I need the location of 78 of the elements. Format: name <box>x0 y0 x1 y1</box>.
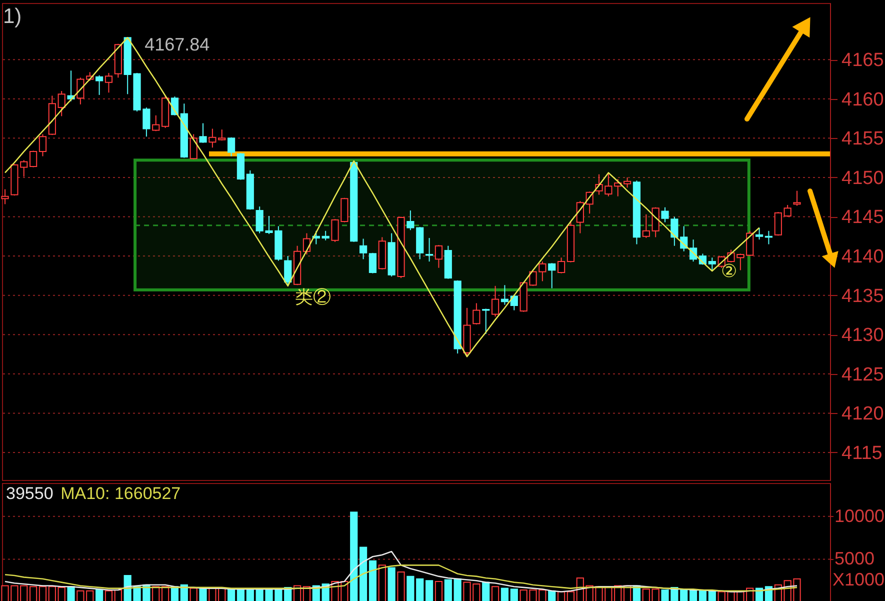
bar <box>500 588 509 601</box>
candlestick <box>472 302 480 325</box>
candlestick <box>190 134 198 160</box>
bar <box>406 576 414 601</box>
bar <box>359 546 368 601</box>
bar <box>180 584 188 601</box>
candlestick <box>500 284 509 306</box>
y-tick-label: 4115 <box>842 442 882 464</box>
candlestick <box>755 227 764 240</box>
candlestick <box>104 72 113 94</box>
bar <box>425 580 434 601</box>
candlestick <box>199 122 207 144</box>
bar <box>350 512 358 601</box>
bar <box>67 586 75 601</box>
candlestick <box>708 257 716 272</box>
bar <box>228 588 236 601</box>
candlestick <box>359 238 368 260</box>
candlestick <box>218 129 226 142</box>
y-tick-label: 4145 <box>842 207 884 228</box>
bar <box>416 578 424 601</box>
y-axis-title: X1000 <box>832 570 885 590</box>
candlestick <box>76 77 84 105</box>
candlestick <box>642 214 650 238</box>
bar <box>482 582 490 601</box>
bar <box>388 567 396 601</box>
bar <box>199 586 207 601</box>
line-series <box>4 564 798 592</box>
bar <box>454 578 462 601</box>
candlestick <box>548 262 556 289</box>
candlestick <box>510 294 518 311</box>
candlestick <box>368 252 377 274</box>
y-tick-label: 4135 <box>842 286 884 307</box>
candlestick <box>425 237 434 262</box>
annotation: 39550 <box>6 484 54 503</box>
candlestick <box>208 128 216 148</box>
candlestick <box>30 150 38 168</box>
candlestick <box>491 285 500 318</box>
candlestick <box>774 212 782 236</box>
bar <box>444 579 452 601</box>
line-series <box>4 550 798 592</box>
y-tick-label: 4140 <box>842 246 884 268</box>
annotation: MA10: 1660527 <box>60 484 181 503</box>
y-tick-label: 4125 <box>842 364 884 386</box>
candlestick <box>557 257 566 274</box>
y-tick-label: 4150 <box>842 168 884 189</box>
candlestick <box>228 136 236 157</box>
bar <box>548 590 556 601</box>
candlestick <box>482 308 490 334</box>
chart-title: 1) <box>3 5 22 28</box>
bar <box>689 590 698 601</box>
y-tick-label: 4155 <box>842 128 884 150</box>
candlestick <box>284 256 292 286</box>
annotation: 4167.84 <box>144 34 210 55</box>
y-tick-label: 4165 <box>842 50 884 72</box>
y-tick-label: 5000 <box>834 548 875 569</box>
candlestick <box>793 190 801 206</box>
y-tick-label: 4130 <box>842 325 884 346</box>
candlestick <box>434 244 443 268</box>
y-tick-label: 4160 <box>842 89 884 110</box>
y-tick-label: 4120 <box>842 404 884 425</box>
annotation: ② <box>721 260 738 281</box>
candlestick <box>764 230 773 245</box>
candlestick <box>67 70 75 102</box>
bar <box>96 590 104 601</box>
bar <box>368 560 377 601</box>
candlestick <box>652 206 660 238</box>
candlestick <box>20 160 28 178</box>
line-series <box>4 36 760 358</box>
bar <box>510 588 518 601</box>
y-tick-label: 10000 <box>834 506 885 526</box>
candlestick <box>623 176 632 188</box>
candlestick <box>58 90 66 117</box>
candlestick <box>152 114 160 132</box>
candlestick <box>406 210 414 231</box>
candlestick <box>322 230 330 241</box>
candlestick <box>38 134 47 157</box>
candlestick <box>96 74 104 96</box>
annotation: 类② <box>294 286 331 307</box>
